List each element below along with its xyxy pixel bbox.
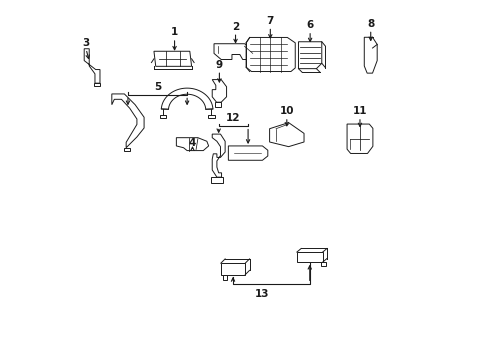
Polygon shape (212, 80, 226, 102)
Polygon shape (161, 88, 212, 109)
Text: 5: 5 (154, 82, 161, 92)
Polygon shape (210, 177, 223, 183)
Text: 13: 13 (254, 289, 268, 300)
Polygon shape (346, 124, 372, 153)
Text: 11: 11 (352, 106, 366, 116)
Polygon shape (112, 94, 144, 148)
Polygon shape (176, 138, 208, 150)
Polygon shape (123, 148, 129, 151)
Polygon shape (298, 42, 321, 69)
Polygon shape (212, 134, 224, 177)
Text: 7: 7 (266, 16, 273, 26)
Polygon shape (320, 262, 325, 266)
Polygon shape (214, 44, 257, 59)
Text: 8: 8 (366, 19, 374, 29)
Text: 10: 10 (279, 106, 293, 116)
Text: 2: 2 (231, 22, 239, 32)
Text: 12: 12 (225, 113, 240, 123)
Polygon shape (84, 49, 100, 83)
Polygon shape (154, 51, 191, 66)
Polygon shape (245, 37, 295, 72)
Polygon shape (207, 116, 214, 118)
Polygon shape (364, 37, 376, 73)
Text: 6: 6 (306, 20, 313, 30)
Polygon shape (222, 275, 227, 280)
Polygon shape (228, 146, 267, 160)
Polygon shape (94, 83, 100, 86)
Text: 1: 1 (171, 27, 178, 37)
Polygon shape (221, 263, 244, 275)
Text: 4: 4 (188, 138, 196, 148)
Polygon shape (159, 116, 166, 118)
Polygon shape (296, 252, 322, 262)
Polygon shape (269, 123, 304, 147)
Text: 9: 9 (215, 59, 223, 69)
Text: 3: 3 (82, 38, 89, 48)
Polygon shape (215, 102, 221, 107)
